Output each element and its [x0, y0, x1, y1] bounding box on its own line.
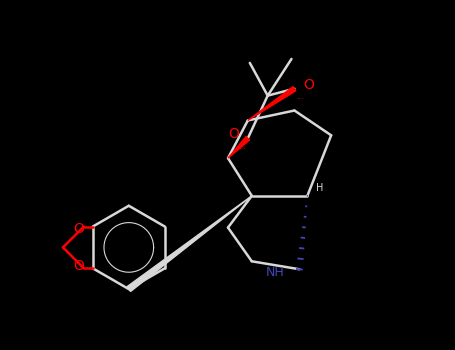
- Polygon shape: [248, 87, 296, 120]
- Text: O: O: [73, 222, 84, 236]
- Text: O: O: [303, 78, 314, 92]
- Text: ...: ...: [297, 92, 304, 101]
- Polygon shape: [127, 196, 252, 292]
- Text: O: O: [73, 259, 84, 273]
- Text: NH: NH: [266, 266, 284, 279]
- Text: ...: ...: [238, 142, 246, 151]
- Text: O: O: [228, 127, 239, 141]
- Text: H: H: [316, 183, 323, 193]
- Polygon shape: [228, 136, 250, 158]
